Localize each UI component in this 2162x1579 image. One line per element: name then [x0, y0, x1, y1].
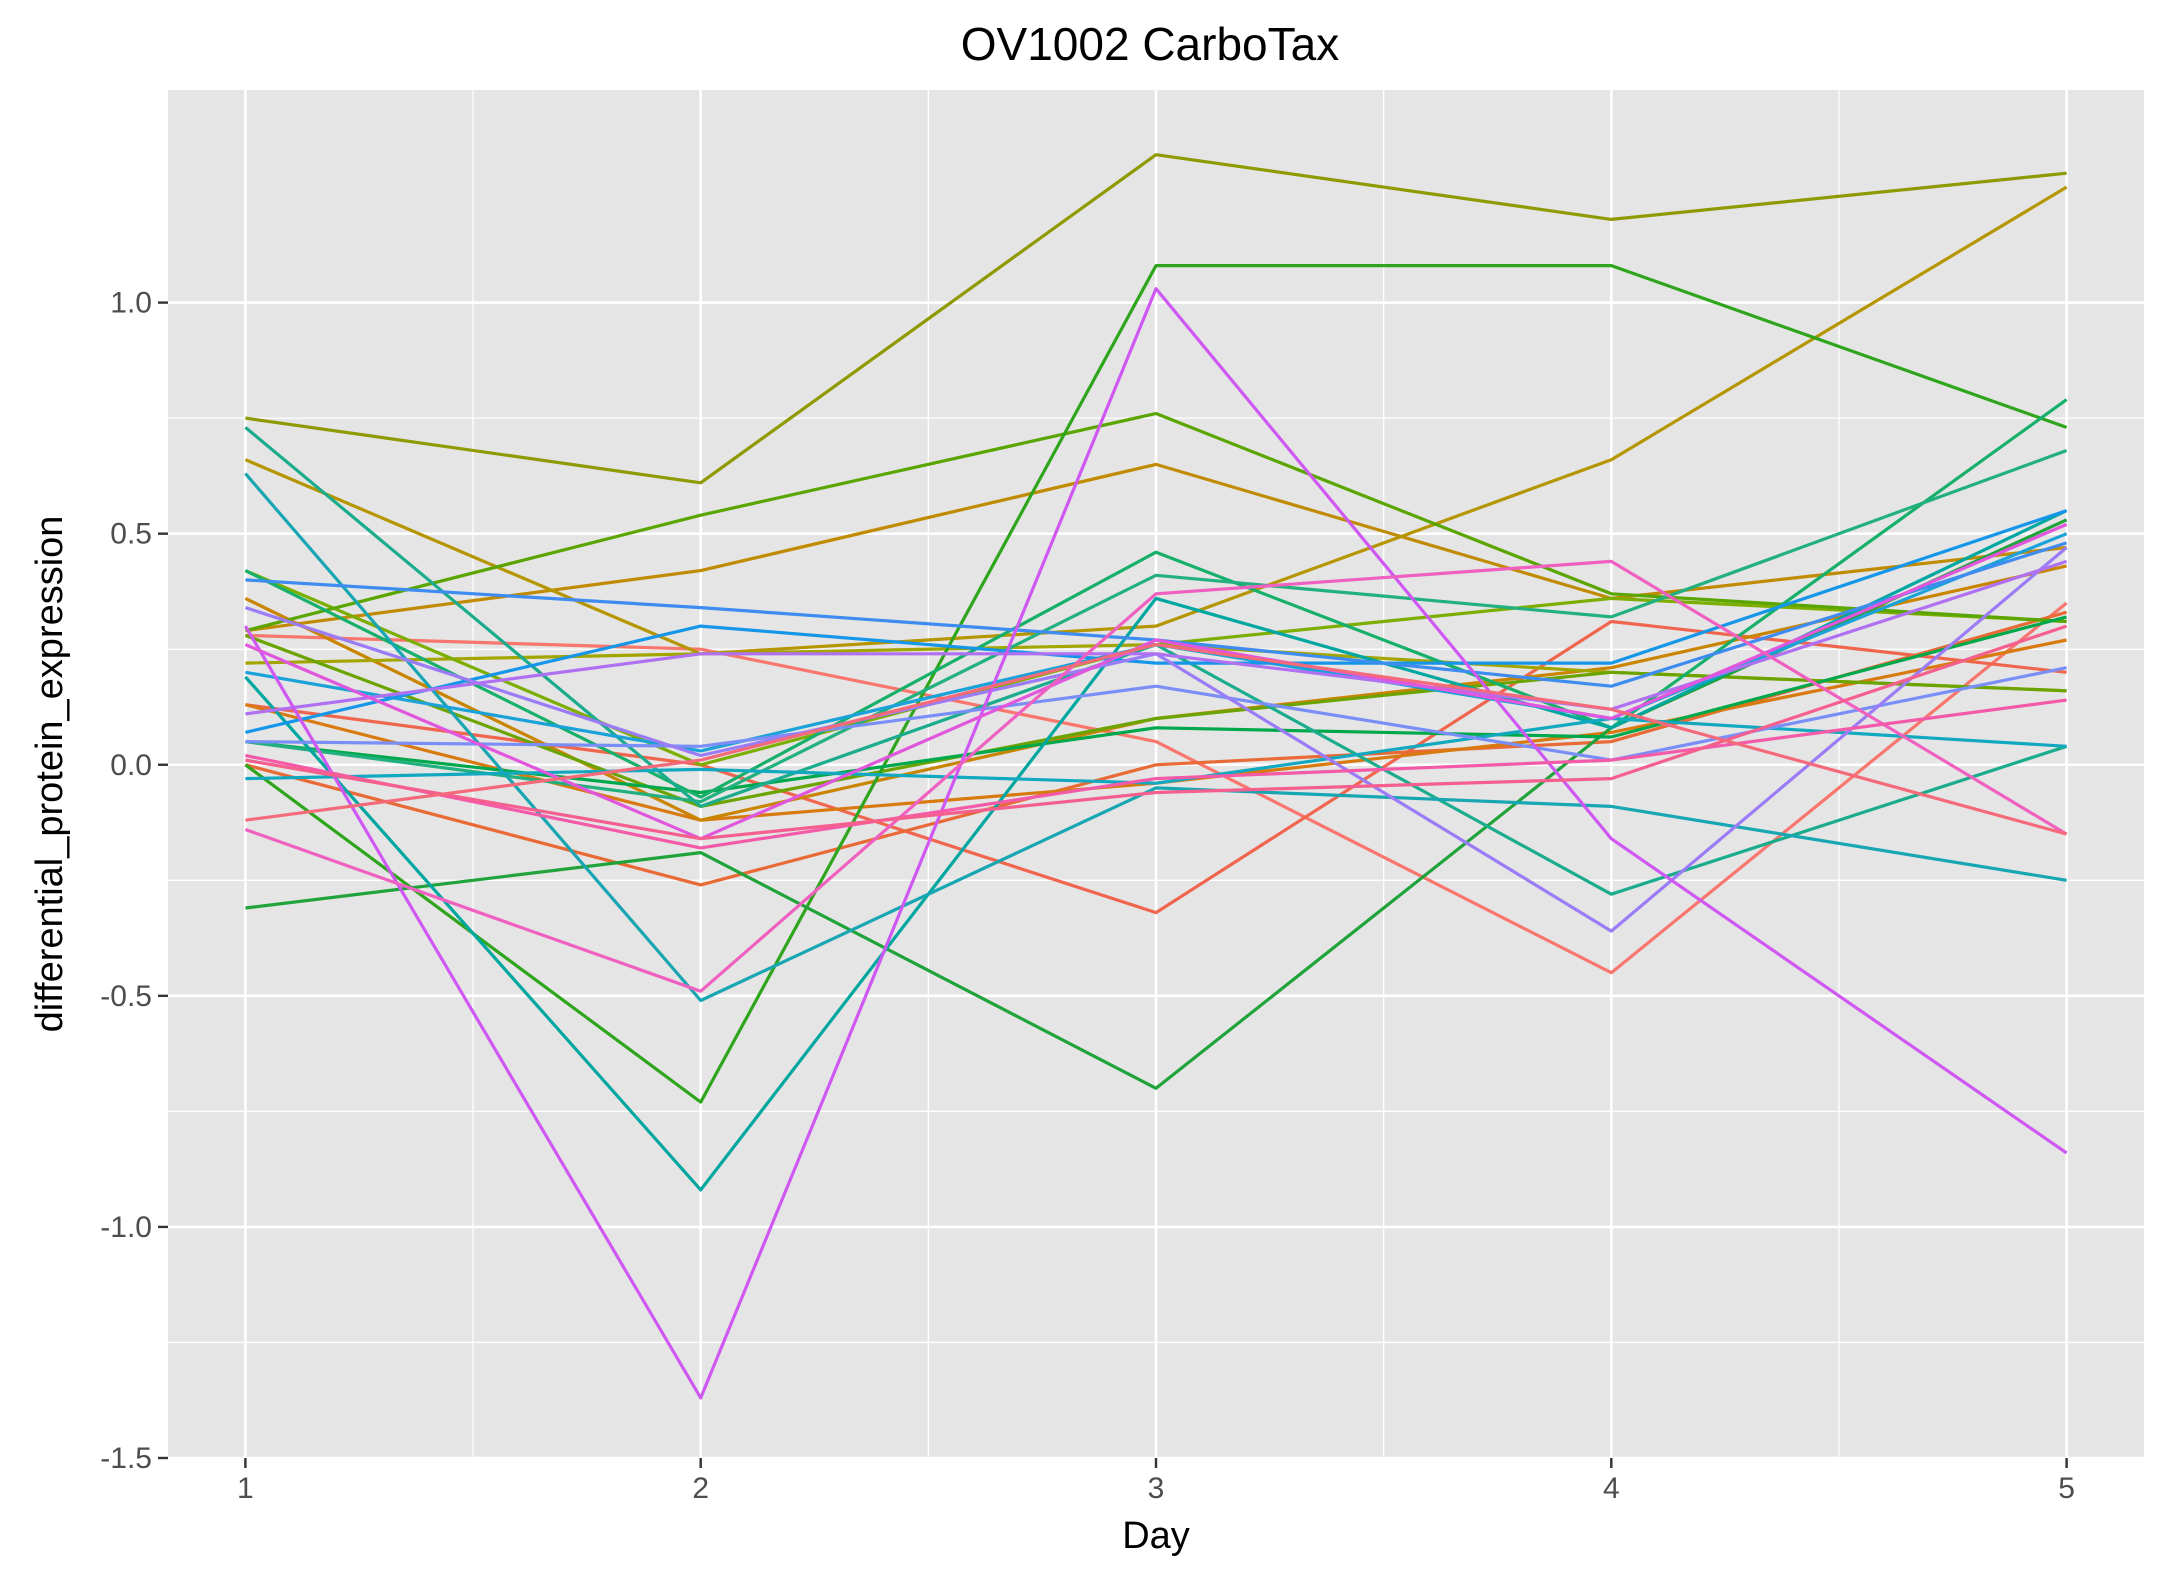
series-line-28	[244, 287, 2068, 1400]
series-line-7	[244, 185, 2068, 656]
y-tick-label: 0.0	[110, 749, 152, 782]
series-line-16	[244, 398, 2068, 799]
y-tick-label: -1.0	[100, 1211, 152, 1244]
x-tick-label: 1	[237, 1472, 254, 1505]
series-line-23	[245, 509, 2068, 734]
y-axis: -1.5 -1.0 -0.5 0.0 0.5 1.0	[100, 287, 168, 1475]
y-tick-label: 1.0	[110, 287, 152, 320]
x-tick-label: 5	[2058, 1472, 2075, 1505]
series-line-20	[244, 472, 2067, 1003]
series-line-13	[244, 264, 2068, 1104]
series-line-31	[245, 698, 2067, 850]
series-line-33	[245, 642, 2068, 836]
series-line-30	[244, 559, 2068, 993]
series-line-1	[245, 601, 2068, 975]
series-lines	[244, 153, 2068, 1400]
series-line-9	[245, 153, 2067, 485]
series-line-12	[245, 411, 2067, 633]
x-tick-label: 4	[1603, 1472, 1620, 1505]
x-tick-label: 3	[1148, 1472, 1165, 1505]
x-tick-label: 2	[692, 1472, 709, 1505]
x-axis-title: Day	[1122, 1515, 1190, 1557]
y-tick-label: 0.5	[110, 518, 152, 551]
series-line-32	[245, 624, 2068, 841]
x-axis: 1 2 3 4 5	[237, 1458, 2075, 1505]
y-tick-label: -0.5	[100, 980, 152, 1013]
y-axis-title: differential_protein_expression	[29, 516, 71, 1033]
series-line-27	[245, 559, 2068, 716]
chart-title: OV1002 CarboTax	[961, 18, 1339, 70]
y-tick-label: -1.5	[100, 1442, 152, 1475]
series-line-11	[244, 633, 2067, 809]
